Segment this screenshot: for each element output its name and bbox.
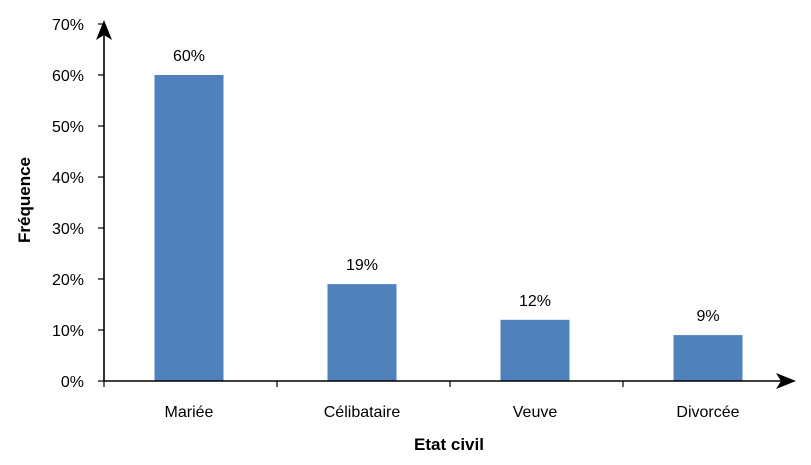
data-label: 60% bbox=[173, 48, 205, 65]
bars bbox=[154, 75, 743, 381]
x-tick-label: Divorcée bbox=[676, 404, 739, 421]
y-tick-label: 50% bbox=[52, 119, 84, 136]
y-tick-label: 60% bbox=[52, 68, 84, 85]
data-labels: 60% 19% 12% 9% bbox=[173, 48, 720, 325]
data-label: 9% bbox=[696, 308, 719, 325]
x-axis-title: Etat civil bbox=[414, 435, 484, 454]
x-tick-label: Célibataire bbox=[324, 404, 401, 421]
y-tick-label: 10% bbox=[52, 323, 84, 340]
bar bbox=[500, 319, 570, 381]
x-axis-ticks: Mariée Célibataire Veuve Divorcée bbox=[103, 381, 740, 421]
y-tick-label: 0% bbox=[61, 374, 84, 391]
x-tick-label: Mariée bbox=[165, 404, 214, 421]
y-axis-ticks: 0% 10% 20% 30% 40% 50% 60% 70% bbox=[52, 17, 104, 391]
y-tick-label: 20% bbox=[52, 272, 84, 289]
bar bbox=[154, 75, 224, 381]
data-label: 12% bbox=[519, 293, 551, 310]
y-tick-label: 30% bbox=[52, 221, 84, 238]
y-axis-title: Fréquence bbox=[15, 157, 34, 243]
data-label: 19% bbox=[346, 257, 378, 274]
x-axis-arrow bbox=[776, 373, 796, 389]
bar bbox=[327, 284, 397, 381]
y-tick-label: 70% bbox=[52, 17, 84, 34]
y-axis-arrow bbox=[96, 20, 112, 40]
y-tick-label: 40% bbox=[52, 170, 84, 187]
bar bbox=[673, 335, 743, 381]
x-tick-label: Veuve bbox=[513, 404, 558, 421]
